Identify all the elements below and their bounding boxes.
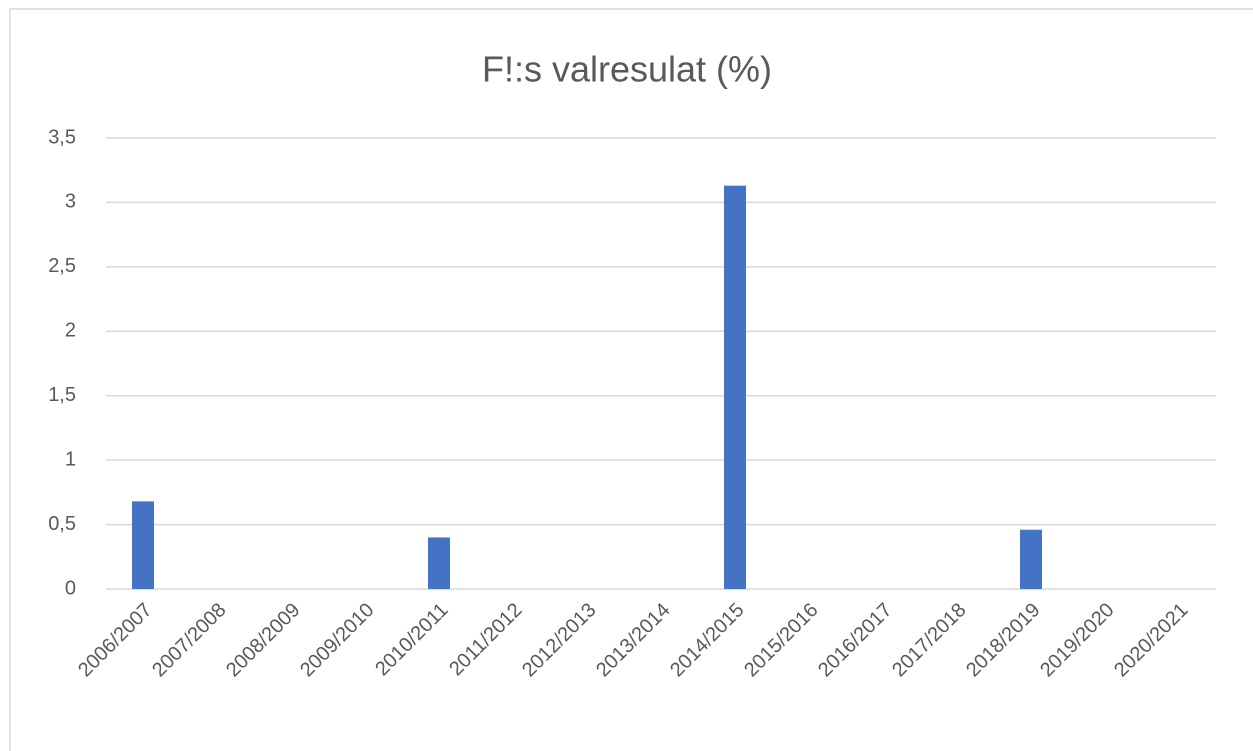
y-tick-label: 2,5: [48, 255, 76, 277]
y-tick-label: 3,5: [48, 126, 76, 148]
y-tick-label: 1: [65, 448, 76, 470]
bar: [1020, 529, 1042, 589]
chart-frame: [9, 8, 1253, 751]
bar: [132, 501, 154, 589]
y-tick-label: 0,5: [48, 513, 76, 535]
bar: [428, 537, 450, 589]
bar: [724, 185, 746, 590]
y-tick-label: 0: [65, 577, 76, 599]
y-tick-label: 3: [65, 191, 76, 213]
y-tick-label: 2: [65, 320, 76, 342]
y-tick-label: 1,5: [48, 384, 76, 406]
chart-title: F!:s valresulat (%): [482, 49, 772, 90]
